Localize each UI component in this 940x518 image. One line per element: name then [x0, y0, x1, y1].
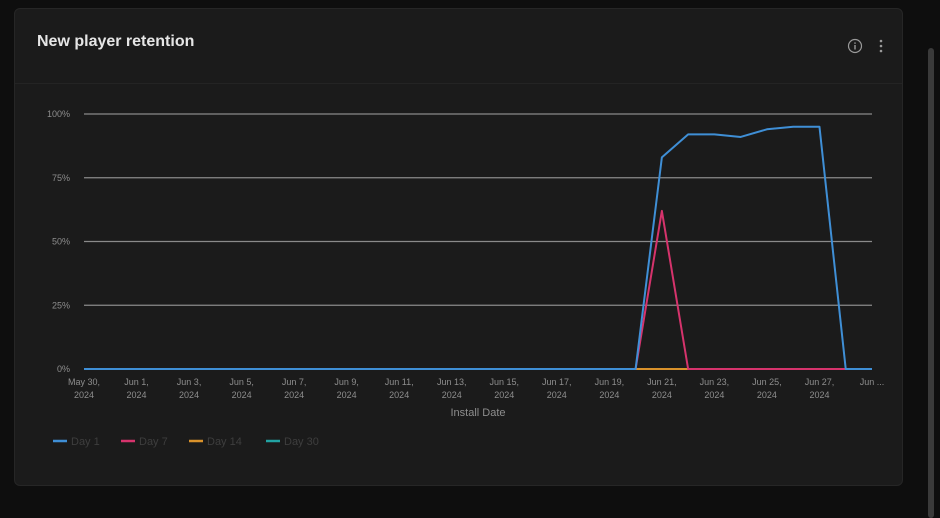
x-tick-label: Jun 23,: [700, 377, 730, 387]
scrollbar[interactable]: [928, 48, 934, 518]
y-tick-label: 25%: [52, 300, 70, 310]
series-line-day-7: [84, 209, 872, 370]
legend-label: Day 1: [71, 436, 100, 448]
legend-item-day-30[interactable]: Day 30: [266, 436, 319, 448]
y-tick-label: 100%: [47, 109, 70, 119]
x-tick-label: Jun 7,: [282, 377, 307, 387]
x-tick-label: Jun 13,: [437, 377, 467, 387]
legend-label: Day 7: [139, 436, 168, 448]
x-tick-label-year: 2024: [652, 390, 672, 400]
y-tick-label: 50%: [52, 237, 70, 247]
x-tick-label: Jun 9,: [334, 377, 359, 387]
x-tick-label: Jun 19,: [595, 377, 625, 387]
info-icon[interactable]: [846, 37, 864, 55]
x-tick-label: Jun 15,: [490, 377, 520, 387]
x-tick-label-year: 2024: [179, 390, 199, 400]
legend-item-day-14[interactable]: Day 14: [189, 436, 242, 448]
x-tick-label: Jun 25,: [752, 377, 782, 387]
x-tick-label-year: 2024: [809, 390, 829, 400]
x-tick-label-year: 2024: [337, 390, 357, 400]
x-tick-label-year: 2024: [232, 390, 252, 400]
x-tick-label: Jun 21,: [647, 377, 677, 387]
x-tick-label-year: 2024: [284, 390, 304, 400]
y-tick-label: 0%: [57, 364, 70, 374]
x-tick-label: Jun 27,: [805, 377, 835, 387]
legend-label: Day 14: [207, 436, 242, 448]
x-tick-label: Jun 11,: [385, 377, 414, 387]
legend-item-day-1[interactable]: Day 1: [53, 436, 100, 448]
retention-card: New player retention: [14, 8, 903, 486]
x-tick-label-year: 2024: [547, 390, 567, 400]
x-tick-label: Jun ...: [860, 377, 885, 387]
series-line-day-1: [84, 125, 872, 370]
x-tick-label-year: 2024: [442, 390, 462, 400]
legend-item-day-7[interactable]: Day 7: [121, 436, 168, 448]
y-tick-label: 75%: [52, 173, 70, 183]
card-title: New player retention: [37, 33, 195, 50]
legend-label: Day 30: [284, 436, 319, 448]
x-tick-label-year: 2024: [127, 390, 147, 400]
x-axis-label: Install Date: [450, 407, 505, 419]
x-tick-label-year: 2024: [389, 390, 409, 400]
more-vertical-icon[interactable]: [872, 37, 890, 55]
x-tick-label: Jun 3,: [177, 377, 202, 387]
x-tick-label-year: 2024: [757, 390, 777, 400]
x-tick-label-year: 2024: [74, 390, 94, 400]
x-tick-label: Jun 1,: [124, 377, 149, 387]
x-tick-label: Jun 17,: [542, 377, 572, 387]
card-header: New player retention: [15, 9, 902, 84]
x-tick-label-year: 2024: [704, 390, 724, 400]
x-tick-label: Jun 5,: [229, 377, 254, 387]
x-tick-label-year: 2024: [494, 390, 514, 400]
x-tick-label: May 30,: [68, 377, 100, 387]
x-tick-label-year: 2024: [599, 390, 619, 400]
